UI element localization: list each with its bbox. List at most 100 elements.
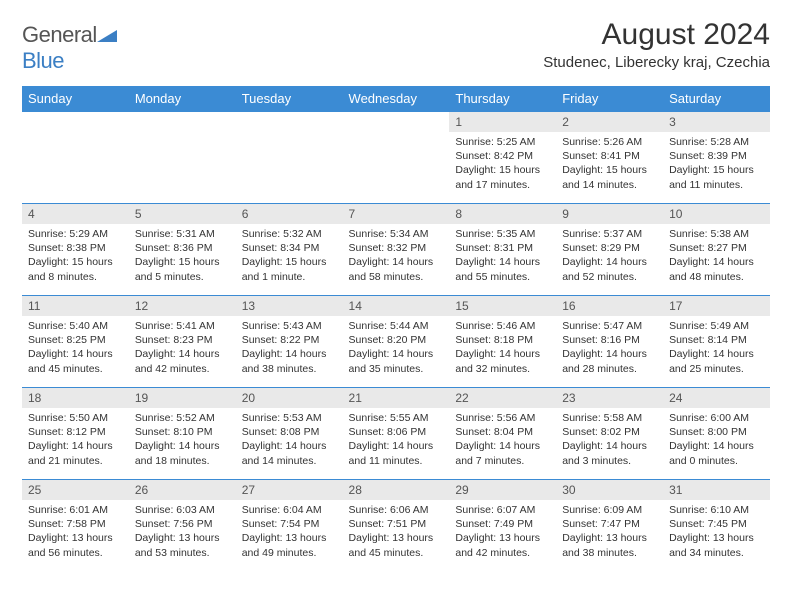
day-number: 17 bbox=[663, 296, 770, 316]
calendar-day-cell bbox=[22, 112, 129, 204]
day-number: 8 bbox=[449, 204, 556, 224]
day-content: Sunrise: 6:06 AMSunset: 7:51 PMDaylight:… bbox=[343, 500, 450, 564]
sunrise-line: Sunrise: 5:50 AM bbox=[28, 411, 123, 425]
sunrise-line: Sunrise: 5:58 AM bbox=[562, 411, 657, 425]
day-header: Monday bbox=[129, 86, 236, 112]
sunset-line: Sunset: 8:22 PM bbox=[242, 333, 337, 347]
calendar-day-cell: 30Sunrise: 6:09 AMSunset: 7:47 PMDayligh… bbox=[556, 480, 663, 572]
day-content: Sunrise: 5:32 AMSunset: 8:34 PMDaylight:… bbox=[236, 224, 343, 288]
calendar-day-cell: 17Sunrise: 5:49 AMSunset: 8:14 PMDayligh… bbox=[663, 296, 770, 388]
daylight-line: Daylight: 15 hours and 11 minutes. bbox=[669, 163, 764, 191]
sunrise-line: Sunrise: 6:00 AM bbox=[669, 411, 764, 425]
day-content: Sunrise: 5:46 AMSunset: 8:18 PMDaylight:… bbox=[449, 316, 556, 380]
day-content: Sunrise: 5:49 AMSunset: 8:14 PMDaylight:… bbox=[663, 316, 770, 380]
daylight-line: Daylight: 14 hours and 35 minutes. bbox=[349, 347, 444, 375]
sunrise-line: Sunrise: 5:37 AM bbox=[562, 227, 657, 241]
calendar-day-cell: 15Sunrise: 5:46 AMSunset: 8:18 PMDayligh… bbox=[449, 296, 556, 388]
sunrise-line: Sunrise: 6:01 AM bbox=[28, 503, 123, 517]
day-header: Thursday bbox=[449, 86, 556, 112]
day-number: 10 bbox=[663, 204, 770, 224]
calendar-day-cell: 8Sunrise: 5:35 AMSunset: 8:31 PMDaylight… bbox=[449, 204, 556, 296]
day-content: Sunrise: 5:31 AMSunset: 8:36 PMDaylight:… bbox=[129, 224, 236, 288]
daylight-line: Daylight: 14 hours and 3 minutes. bbox=[562, 439, 657, 467]
sunrise-line: Sunrise: 5:38 AM bbox=[669, 227, 764, 241]
daylight-line: Daylight: 14 hours and 21 minutes. bbox=[28, 439, 123, 467]
calendar-day-cell: 19Sunrise: 5:52 AMSunset: 8:10 PMDayligh… bbox=[129, 388, 236, 480]
sunset-line: Sunset: 8:39 PM bbox=[669, 149, 764, 163]
sunrise-line: Sunrise: 5:31 AM bbox=[135, 227, 230, 241]
calendar-day-cell: 29Sunrise: 6:07 AMSunset: 7:49 PMDayligh… bbox=[449, 480, 556, 572]
sunset-line: Sunset: 8:31 PM bbox=[455, 241, 550, 255]
day-number: 9 bbox=[556, 204, 663, 224]
sunrise-line: Sunrise: 5:26 AM bbox=[562, 135, 657, 149]
calendar-day-cell: 21Sunrise: 5:55 AMSunset: 8:06 PMDayligh… bbox=[343, 388, 450, 480]
sunrise-line: Sunrise: 6:04 AM bbox=[242, 503, 337, 517]
day-number: 27 bbox=[236, 480, 343, 500]
day-content: Sunrise: 5:52 AMSunset: 8:10 PMDaylight:… bbox=[129, 408, 236, 472]
daylight-line: Daylight: 15 hours and 1 minute. bbox=[242, 255, 337, 283]
day-content: Sunrise: 5:37 AMSunset: 8:29 PMDaylight:… bbox=[556, 224, 663, 288]
daylight-line: Daylight: 13 hours and 34 minutes. bbox=[669, 531, 764, 559]
calendar-day-cell: 10 Sunrise: 5:38 AMSunset: 8:27 PMDayligh… bbox=[663, 204, 770, 296]
daylight-line: Daylight: 14 hours and 7 minutes. bbox=[455, 439, 550, 467]
daylight-line: Daylight: 13 hours and 38 minutes. bbox=[562, 531, 657, 559]
sunrise-line: Sunrise: 6:07 AM bbox=[455, 503, 550, 517]
day-number: 18 bbox=[22, 388, 129, 408]
day-number: 13 bbox=[236, 296, 343, 316]
day-content: Sunrise: 6:04 AMSunset: 7:54 PMDaylight:… bbox=[236, 500, 343, 564]
daylight-line: Daylight: 13 hours and 53 minutes. bbox=[135, 531, 230, 559]
sunrise-line: Sunrise: 5:49 AM bbox=[669, 319, 764, 333]
day-header: Tuesday bbox=[236, 86, 343, 112]
day-content: Sunrise: 5:50 AMSunset: 8:12 PMDaylight:… bbox=[22, 408, 129, 472]
calendar-day-cell: 26Sunrise: 6:03 AMSunset: 7:56 PMDayligh… bbox=[129, 480, 236, 572]
title-block: August 2024 Studenec, Liberecky kraj, Cz… bbox=[543, 18, 770, 71]
day-number: 28 bbox=[343, 480, 450, 500]
day-number: 21 bbox=[343, 388, 450, 408]
sunset-line: Sunset: 8:14 PM bbox=[669, 333, 764, 347]
calendar-day-cell: 6Sunrise: 5:32 AMSunset: 8:34 PMDaylight… bbox=[236, 204, 343, 296]
sunrise-line: Sunrise: 5:29 AM bbox=[28, 227, 123, 241]
daylight-line: Daylight: 14 hours and 58 minutes. bbox=[349, 255, 444, 283]
calendar-day-cell bbox=[343, 112, 450, 204]
day-number: 22 bbox=[449, 388, 556, 408]
daylight-line: Daylight: 13 hours and 45 minutes. bbox=[349, 531, 444, 559]
day-content: Sunrise: 5:40 AMSunset: 8:25 PMDaylight:… bbox=[22, 316, 129, 380]
sunset-line: Sunset: 8:27 PM bbox=[669, 241, 764, 255]
calendar-day-cell: 5Sunrise: 5:31 AMSunset: 8:36 PMDaylight… bbox=[129, 204, 236, 296]
calendar-day-cell: 2Sunrise: 5:26 AMSunset: 8:41 PMDaylight… bbox=[556, 112, 663, 204]
calendar-day-cell: 11Sunrise: 5:40 AMSunset: 8:25 PMDayligh… bbox=[22, 296, 129, 388]
daylight-line: Daylight: 14 hours and 14 minutes. bbox=[242, 439, 337, 467]
sunrise-line: Sunrise: 6:10 AM bbox=[669, 503, 764, 517]
sunrise-line: Sunrise: 5:44 AM bbox=[349, 319, 444, 333]
day-content: Sunrise: 5:35 AMSunset: 8:31 PMDaylight:… bbox=[449, 224, 556, 288]
sunset-line: Sunset: 8:12 PM bbox=[28, 425, 123, 439]
daylight-line: Daylight: 13 hours and 49 minutes. bbox=[242, 531, 337, 559]
calendar-day-cell bbox=[236, 112, 343, 204]
calendar-day-cell: 24Sunrise: 6:00 AMSunset: 8:00 PMDayligh… bbox=[663, 388, 770, 480]
sunset-line: Sunset: 8:29 PM bbox=[562, 241, 657, 255]
daylight-line: Daylight: 14 hours and 55 minutes. bbox=[455, 255, 550, 283]
header: General Blue August 2024 Studenec, Liber… bbox=[22, 18, 770, 74]
sunset-line: Sunset: 8:23 PM bbox=[135, 333, 230, 347]
day-content: Sunrise: 5:55 AMSunset: 8:06 PMDaylight:… bbox=[343, 408, 450, 472]
day-header-row: SundayMondayTuesdayWednesdayThursdayFrid… bbox=[22, 86, 770, 112]
sunrise-line: Sunrise: 5:46 AM bbox=[455, 319, 550, 333]
day-header: Wednesday bbox=[343, 86, 450, 112]
daylight-line: Daylight: 14 hours and 52 minutes. bbox=[562, 255, 657, 283]
sunrise-line: Sunrise: 5:34 AM bbox=[349, 227, 444, 241]
day-number: 7 bbox=[343, 204, 450, 224]
day-content: Sunrise: 5:26 AMSunset: 8:41 PMDaylight:… bbox=[556, 132, 663, 196]
sunrise-line: Sunrise: 6:06 AM bbox=[349, 503, 444, 517]
daylight-line: Daylight: 14 hours and 48 minutes. bbox=[669, 255, 764, 283]
logo-word2: Blue bbox=[22, 48, 64, 73]
daylight-line: Daylight: 15 hours and 14 minutes. bbox=[562, 163, 657, 191]
calendar-day-cell: 14Sunrise: 5:44 AMSunset: 8:20 PMDayligh… bbox=[343, 296, 450, 388]
daylight-line: Daylight: 14 hours and 0 minutes. bbox=[669, 439, 764, 467]
day-header: Friday bbox=[556, 86, 663, 112]
sunset-line: Sunset: 8:02 PM bbox=[562, 425, 657, 439]
day-number: 4 bbox=[22, 204, 129, 224]
calendar-day-cell: 16Sunrise: 5:47 AMSunset: 8:16 PMDayligh… bbox=[556, 296, 663, 388]
sunset-line: Sunset: 8:41 PM bbox=[562, 149, 657, 163]
calendar-day-cell: 28Sunrise: 6:06 AMSunset: 7:51 PMDayligh… bbox=[343, 480, 450, 572]
calendar-day-cell: 31Sunrise: 6:10 AMSunset: 7:45 PMDayligh… bbox=[663, 480, 770, 572]
